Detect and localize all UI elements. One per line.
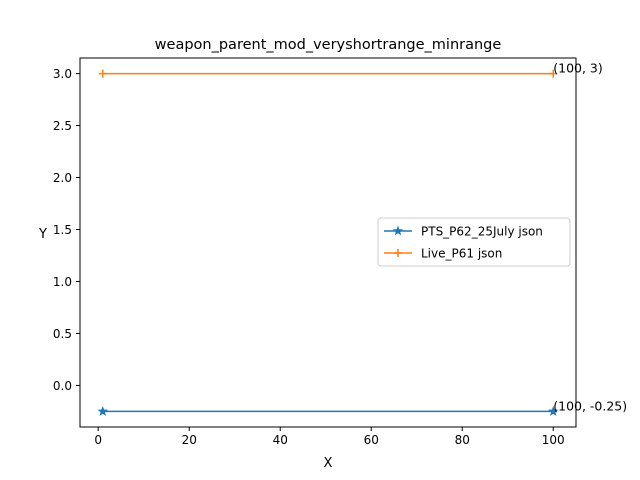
chart-title: weapon_parent_mod_veryshortrange_minrang… xyxy=(155,37,502,53)
x-tick-label: 20 xyxy=(182,433,197,447)
data-point xyxy=(98,69,107,78)
plot-area xyxy=(97,69,559,416)
x-tick-label: 60 xyxy=(364,433,379,447)
x-tick-label: 80 xyxy=(455,433,470,447)
x-tick-label: 0 xyxy=(94,433,102,447)
data-point xyxy=(548,405,559,416)
data-annotation: (100, -0.25) xyxy=(553,398,627,413)
legend-label: Live_P61 json xyxy=(421,247,502,261)
x-tick-label: 40 xyxy=(273,433,288,447)
y-tick-label: 0.5 xyxy=(53,327,72,341)
legend: PTS_P62_25July json Live_P61 json xyxy=(377,217,571,267)
axes-frame xyxy=(79,57,577,428)
legend-marker xyxy=(392,225,404,236)
legend-box xyxy=(377,217,571,267)
y-tick-label: 2.5 xyxy=(53,119,72,133)
x-tick-label: 100 xyxy=(542,433,565,447)
y-tick-label: 0.0 xyxy=(53,379,72,393)
y-tick-label: 2.0 xyxy=(53,171,72,185)
data-annotation: (100, 3) xyxy=(553,61,603,76)
data-point xyxy=(97,405,108,416)
y-tick-label: 1.5 xyxy=(53,223,72,237)
x-axis-label: X xyxy=(324,456,333,471)
y-tick-label: 3.0 xyxy=(53,67,72,81)
legend-label: PTS_P62_25July json xyxy=(421,225,543,239)
data-point xyxy=(549,69,558,78)
y-tick-label: 1.0 xyxy=(53,275,72,289)
legend-marker xyxy=(394,249,402,257)
y-axis-label: Y xyxy=(38,227,47,242)
